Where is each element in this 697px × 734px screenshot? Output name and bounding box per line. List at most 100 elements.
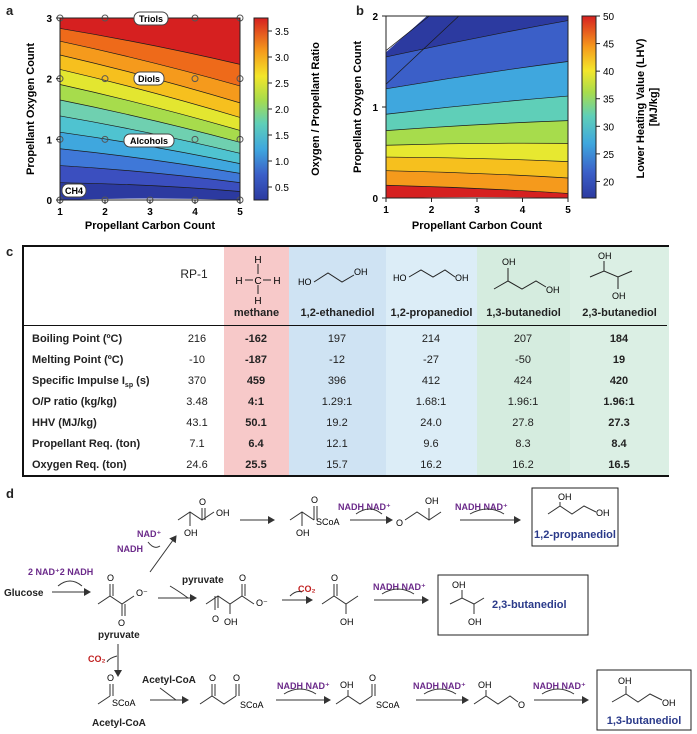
table-cell: 24.6 xyxy=(186,459,208,471)
table-cell: 459 xyxy=(246,375,266,387)
chart-a-contour-line xyxy=(60,99,240,143)
chart-b-band xyxy=(386,120,568,146)
svg-text:OH: OH xyxy=(425,496,439,506)
table-cell: -50 xyxy=(515,354,531,366)
svg-text:HO: HO xyxy=(298,277,312,287)
chart-a-contour-line xyxy=(60,165,240,183)
row-label: Melting Point (ºC) xyxy=(32,354,124,366)
svg-text:O⁻: O⁻ xyxy=(256,598,268,608)
glucose-label: Glucose xyxy=(4,588,44,599)
cofactor-lactate-nadh: NADH xyxy=(117,544,143,554)
chart-b-xtick-label: 3 xyxy=(474,205,480,216)
svg-text:1,2-propanediol: 1,2-propanediol xyxy=(534,529,616,541)
methane-structure: H H C H H xyxy=(235,255,280,305)
chart-b-contour-line xyxy=(386,142,568,146)
lactate-structure: O OH OH xyxy=(177,497,230,538)
table-cell: 27.8 xyxy=(512,417,534,429)
table-cell: 9.6 xyxy=(423,438,439,450)
chart-a-ytick-label: 1 xyxy=(46,135,52,146)
table-cell: 7.1 xyxy=(189,438,205,450)
cofactor-arc-pyruvate xyxy=(169,585,189,599)
chart-a-band xyxy=(60,100,240,154)
chart-a-xlabel: Propellant Carbon Count xyxy=(85,220,216,232)
colorbar-a-tick-label: 3.0 xyxy=(275,53,289,64)
colorbar-b xyxy=(581,15,597,199)
chart-b-contour-line xyxy=(386,16,430,51)
table-cell: 19.2 xyxy=(326,417,348,429)
header-propanediol: 1,2-propanediol xyxy=(390,307,473,319)
23-butanediol-structure: OH OH xyxy=(589,251,633,301)
chart-b-ytick-label: 0 xyxy=(372,194,378,205)
column-bg-23-butanediol xyxy=(570,247,669,475)
chart-a-band xyxy=(60,69,240,131)
svg-text:OH: OH xyxy=(598,251,612,261)
chart-b-ylabel: Propellant Oxygen Count xyxy=(352,41,364,173)
svg-text:OH: OH xyxy=(340,617,354,627)
chart-a-band xyxy=(60,54,240,118)
table-cell: 424 xyxy=(513,375,533,387)
panel-letter-c: c xyxy=(6,244,14,259)
svg-text:HO: HO xyxy=(393,273,407,283)
header-23-butanediol: 2,3-butanediol xyxy=(582,307,657,319)
table-cell: 4:1 xyxy=(248,396,264,408)
cofactor-row3-b: NADH NAD⁺ xyxy=(413,681,466,691)
svg-text:OH: OH xyxy=(224,617,238,627)
annotation-ch4: CH4 xyxy=(61,183,87,198)
header-rp1: RP-1 xyxy=(180,267,208,281)
chart-b-band xyxy=(386,61,568,115)
table-cell: 1.29:1 xyxy=(321,396,353,408)
cofactor-glycolysis: 2 NAD⁺2 NADH xyxy=(28,567,93,577)
svg-text:O: O xyxy=(396,518,403,528)
table-cell: 8.4 xyxy=(611,438,627,450)
lactaldehyde-structure: O OH xyxy=(396,496,442,528)
colorbar-a-tick-label: 0.5 xyxy=(275,183,289,194)
cofactor-row3-a: NADH NAD⁺ xyxy=(277,681,330,691)
chart-a-band xyxy=(60,18,240,65)
cofactor-arc-row3-a xyxy=(283,688,317,695)
product-box-23-butanediol: OH OH 2,3-butanediol xyxy=(437,574,589,636)
table-cell: 396 xyxy=(327,375,347,387)
colorbar-a xyxy=(253,17,269,201)
chart-a-band xyxy=(60,84,240,143)
chart-b-band xyxy=(386,143,568,162)
table-cell: 16.5 xyxy=(608,459,630,471)
table-cell: 1.96:1 xyxy=(507,396,539,408)
cofactor-row1-b: NADH NAD⁺ xyxy=(455,502,508,512)
colorbar-b-tick-label: 50 xyxy=(603,12,615,23)
svg-text:Diols: Diols xyxy=(138,74,160,84)
colorbar-b-tick-label: 20 xyxy=(603,177,615,188)
svg-text:OH: OH xyxy=(502,257,516,267)
chart-b-contour-line xyxy=(386,95,568,115)
cofactor-arc-row3-b xyxy=(423,688,457,695)
colorbar-b-tick-label: 30 xyxy=(603,122,615,133)
svg-text:H: H xyxy=(235,276,242,287)
cofactor-arc-row1-b xyxy=(469,508,505,515)
arrow-pyruvate-to-lactate xyxy=(149,535,177,573)
svg-text:pyruvate: pyruvate xyxy=(98,630,140,641)
colorbar-b-tick-label: 40 xyxy=(603,67,615,78)
chart-a-xtick-label: 3 xyxy=(147,207,153,218)
13-butanediol-structure: OH OH xyxy=(493,257,560,295)
chart-b-contour-line xyxy=(386,20,568,58)
chart-b-band xyxy=(386,185,568,198)
chart-a-xtick-label: 1 xyxy=(57,207,63,218)
chart-b-xtick-label: 5 xyxy=(565,205,571,216)
svg-text:Triols: Triols xyxy=(139,14,163,24)
chart-a-band xyxy=(60,28,240,86)
svg-text:OH: OH xyxy=(296,528,310,538)
pyruvate-cosubstrate: pyruvate xyxy=(182,575,224,586)
table-cell: 50.1 xyxy=(245,417,267,429)
colorbar-b-tick-label: 45 xyxy=(603,40,615,51)
ethanediol-structure: HO OH xyxy=(298,267,368,287)
cofactor-row2: NADH NAD⁺ xyxy=(373,582,426,592)
svg-text:2,3-butanediol: 2,3-butanediol xyxy=(492,599,567,611)
table-cell: 370 xyxy=(187,375,207,387)
propanediol-structure: HO OH xyxy=(393,269,469,283)
row-label: Propellant Req. (ton) xyxy=(32,438,141,450)
colorbar-a-tick-label: 2.5 xyxy=(275,79,289,90)
svg-text:OH: OH xyxy=(618,676,632,686)
chart-a-band xyxy=(60,148,240,183)
table-cell: -10 xyxy=(189,354,205,366)
svg-text:H: H xyxy=(254,255,261,266)
svg-text:O: O xyxy=(212,614,219,624)
